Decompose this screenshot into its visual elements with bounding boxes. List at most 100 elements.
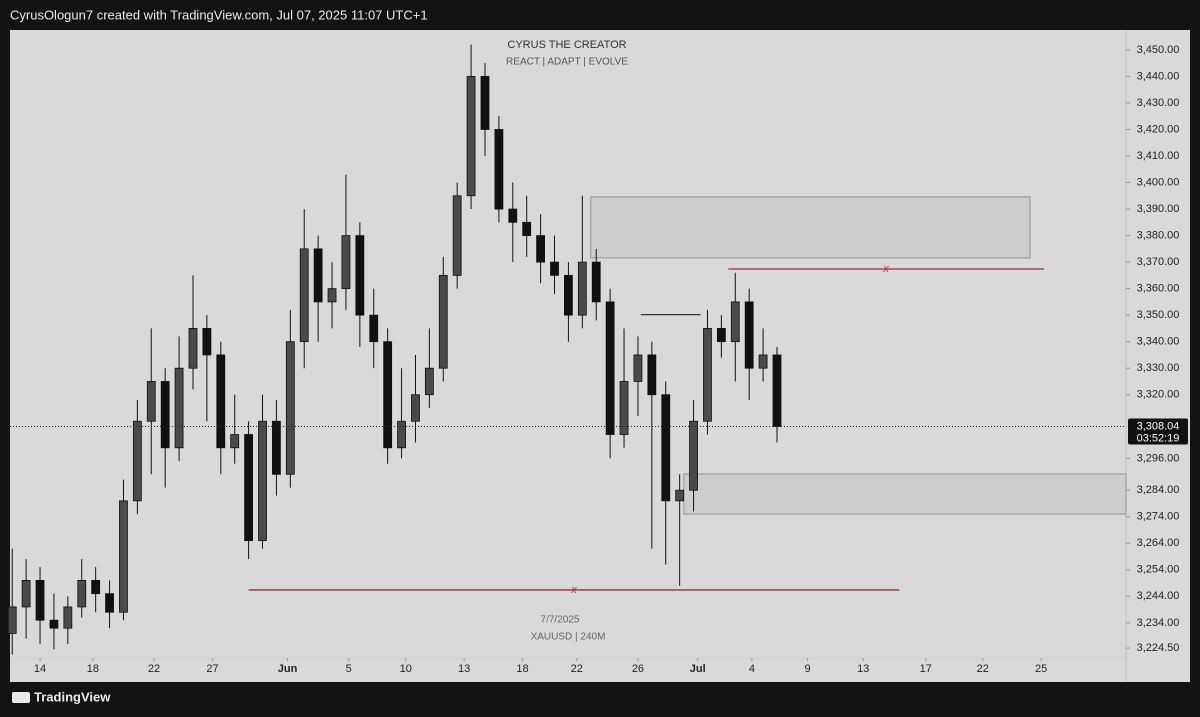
header-text: CyrusOlogun7 created with TradingView.co…: [10, 7, 428, 22]
x-tick-label: 10: [400, 663, 412, 675]
candle-body: [466, 76, 476, 197]
x-tick-label: 18: [516, 663, 528, 675]
candle-body: [355, 235, 365, 316]
candle-body: [146, 381, 156, 422]
x-tick-label: 27: [206, 663, 218, 675]
candle-body: [744, 301, 754, 369]
candle-body: [202, 328, 212, 356]
candle-body: [91, 580, 101, 595]
candle-body: [383, 341, 393, 449]
x-tick-label: 26: [632, 663, 644, 675]
y-tick-label: 3,330.00: [1137, 362, 1180, 374]
candle-body: [619, 381, 629, 435]
countdown: 03:52:19: [1137, 432, 1180, 444]
x-tick-label: 13: [857, 663, 869, 675]
candle-body: [591, 261, 601, 303]
x-tick-label: 4: [749, 663, 755, 675]
x-tick-label: Jun: [278, 663, 298, 675]
candle-body: [132, 420, 142, 502]
y-tick-label: 3,320.00: [1137, 389, 1180, 401]
candle-body: [216, 354, 226, 449]
candle-body: [327, 288, 337, 303]
x-tick-label: 9: [805, 663, 811, 675]
x-tick-label: 17: [920, 663, 932, 675]
x-tick-label: 13: [458, 663, 470, 675]
candle-body: [577, 261, 587, 316]
x-tick-label: 18: [87, 663, 99, 675]
candle-body: [536, 235, 546, 263]
candle-body: [452, 195, 462, 276]
candle-body: [188, 328, 198, 369]
y-tick-label: 3,360.00: [1137, 283, 1180, 295]
candle-body: [772, 354, 782, 427]
x-tick-label: 22: [148, 663, 160, 675]
candle-body: [272, 420, 281, 475]
candle-body: [438, 274, 448, 369]
candle-body: [411, 394, 420, 422]
candle-body: [174, 367, 184, 449]
candle-body: [689, 420, 698, 491]
y-tick-label: 3,380.00: [1137, 229, 1180, 241]
x-tick-label: Jul: [690, 663, 706, 675]
candle-body: [341, 235, 351, 290]
candle-body: [299, 248, 309, 343]
y-tick-label: 3,400.00: [1137, 176, 1180, 188]
candle-body: [369, 314, 379, 343]
y-tick-label: 3,390.00: [1137, 203, 1180, 215]
price-tag: [1128, 418, 1188, 445]
candle-body: [758, 354, 768, 369]
y-tick-label: 3,274.00: [1137, 511, 1180, 523]
candle-body: [397, 420, 406, 449]
candle-body: [494, 129, 504, 210]
y-tick-label: 3,284.00: [1137, 484, 1180, 496]
x-tick-label: 22: [977, 663, 989, 675]
y-tick-label: 3,264.00: [1137, 537, 1180, 549]
x-tick-label: 14: [34, 663, 46, 675]
candle-body: [77, 580, 87, 608]
candle-body: [119, 500, 128, 613]
candle-body: [703, 328, 712, 422]
brand: TradingView: [34, 689, 111, 704]
y-tick-label: 3,296.00: [1137, 452, 1180, 464]
chart-title: CYRUS THE CREATOR: [507, 39, 626, 51]
y-tick-label: 3,224.50: [1137, 642, 1180, 654]
candle-body: [480, 76, 490, 130]
y-tick-label: 3,420.00: [1137, 123, 1180, 135]
level-label: x: [882, 263, 889, 275]
candle-body: [313, 248, 323, 303]
candle-body: [661, 394, 671, 502]
y-tick-label: 3,350.00: [1137, 309, 1180, 321]
candle-body: [424, 367, 434, 396]
tv-logo: [12, 692, 30, 703]
y-tick-label: 3,370.00: [1137, 256, 1180, 268]
candle-body: [285, 341, 295, 475]
candle-body: [49, 619, 59, 629]
candle-body: [21, 580, 31, 608]
candle-body: [564, 274, 573, 316]
candle-body: [160, 381, 170, 449]
zone: [589, 196, 1031, 259]
y-tick-label: 3,244.00: [1137, 590, 1180, 602]
candle-body: [675, 489, 685, 502]
y-tick-label: 3,340.00: [1137, 336, 1180, 348]
annotation: 7/7/2025: [541, 615, 580, 626]
candle-body: [522, 221, 532, 236]
candle-body: [550, 261, 559, 276]
candle-body: [605, 301, 615, 435]
candle-body: [63, 606, 73, 629]
candle-body: [716, 328, 726, 343]
candle-body: [105, 593, 114, 613]
candle-body: [230, 434, 240, 449]
candle-body: [258, 420, 267, 542]
chart-panel: [10, 30, 1190, 682]
y-tick-label: 3,440.00: [1137, 70, 1180, 82]
y-tick-label: 3,430.00: [1137, 97, 1180, 109]
y-tick-label: 3,234.00: [1137, 617, 1180, 629]
candle-body: [35, 580, 45, 621]
last-price-label: 3,308.04: [1137, 420, 1180, 432]
level-label: x: [570, 584, 577, 596]
candle-body: [647, 354, 657, 396]
annotation: XAUUSD | 240M: [531, 632, 606, 643]
